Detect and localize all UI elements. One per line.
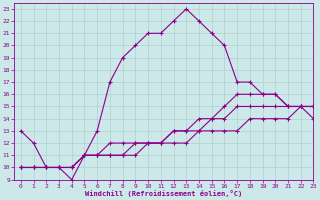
X-axis label: Windchill (Refroidissement éolien,°C): Windchill (Refroidissement éolien,°C) [85,190,243,197]
